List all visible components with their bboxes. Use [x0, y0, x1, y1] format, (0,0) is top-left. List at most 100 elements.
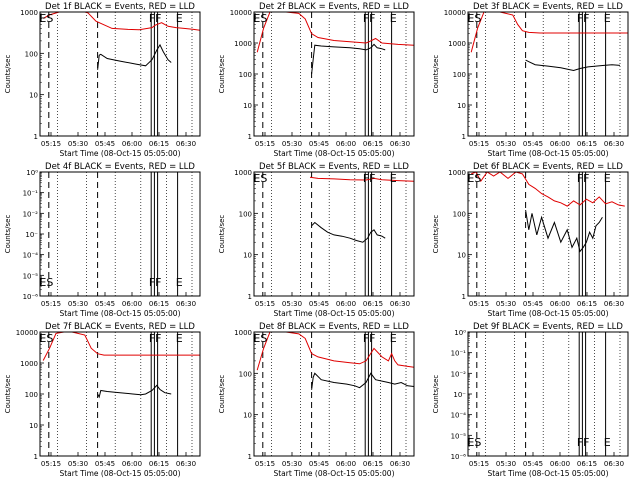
y-tick-label: 1000 — [234, 169, 252, 177]
x-tick-label: 05:15 — [255, 140, 275, 148]
x-tick-label: 06:30 — [176, 460, 196, 468]
y-tick-label: 1000 — [20, 360, 38, 368]
panel-5: Det 5f BLACK = Events, RED = LLD Counts/s… — [218, 162, 414, 318]
x-tick-label: 05:30 — [282, 140, 302, 148]
x-tick-label: 06:00 — [122, 460, 142, 468]
y-tick-label: 1 — [248, 133, 252, 141]
y-tick-label: 1 — [34, 133, 38, 141]
x-tick-label: 06:15 — [363, 140, 383, 148]
events-series-line — [526, 210, 603, 251]
x-axis-label: Start Time (08-Oct-15 05:05:00) — [273, 469, 394, 478]
x-tick-label: 06:30 — [390, 460, 410, 468]
y-tick-label: 1 — [462, 293, 466, 301]
panel-1: Det 1f BLACK = Events, RED = LLD Counts/s… — [4, 2, 200, 158]
marker-label-es: ES — [467, 436, 481, 449]
y-axis-label: Counts/sec — [432, 55, 440, 94]
y-axis-label: Counts/sec — [4, 215, 12, 254]
x-tick-label: 06:30 — [390, 140, 410, 148]
x-tick-label: 06:30 — [604, 300, 624, 308]
panel-title: Det 4f BLACK = Events, RED = LLD — [45, 162, 195, 172]
y-tick-label: 1000 — [448, 40, 466, 48]
detector-lightcurve-figure: Det 1f BLACK = Events, RED = LLD Counts/s… — [0, 0, 640, 480]
x-tick-label: 06:30 — [176, 140, 196, 148]
panel-title: Det 2f BLACK = Events, RED = LLD — [259, 2, 409, 12]
y-axis-label: Counts/sec — [4, 375, 12, 414]
plot-frame — [40, 12, 200, 136]
y-axis-label: Counts/sec — [4, 55, 12, 94]
x-tick-label: 06:15 — [577, 460, 597, 468]
marker-label-es: ES — [39, 12, 53, 25]
y-tick-label: 10⁰ — [454, 329, 466, 337]
x-tick-label: 05:45 — [95, 460, 115, 468]
y-tick-label: 1 — [248, 293, 252, 301]
marker-label-e: E — [176, 276, 183, 289]
x-tick-label: 05:30 — [496, 140, 516, 148]
x-tick-label: 05:15 — [41, 300, 61, 308]
x-tick-label: 05:30 — [282, 460, 302, 468]
y-tick-label: 10⁻⁶ — [451, 453, 467, 461]
events-series-line — [312, 223, 386, 243]
events-series-line — [312, 373, 414, 390]
x-tick-label: 06:15 — [577, 300, 597, 308]
x-tick-label: 05:30 — [68, 300, 88, 308]
y-tick-label: 10⁻¹ — [23, 190, 39, 198]
y-tick-label: 10⁻⁵ — [23, 272, 39, 280]
y-tick-label: 100 — [239, 370, 252, 378]
marker-label-es: ES — [253, 172, 267, 185]
panel-title: Det 5f BLACK = Events, RED = LLD — [259, 162, 409, 172]
marker-label-ff: FF — [577, 12, 590, 25]
x-tick-label: 06:15 — [149, 140, 169, 148]
y-tick-label: 10⁻⁴ — [23, 252, 39, 260]
y-tick-label: 10000 — [444, 9, 466, 17]
y-tick-label: 1000 — [234, 40, 252, 48]
x-tick-label: 05:45 — [523, 140, 543, 148]
panel-2: Det 2f BLACK = Events, RED = LLD Counts/s… — [218, 2, 414, 158]
x-axis-label: Start Time (08-Oct-15 05:05:00) — [273, 149, 394, 158]
x-tick-label: 05:45 — [95, 300, 115, 308]
y-tick-label: 1000 — [448, 169, 466, 177]
y-tick-label: 1 — [248, 453, 252, 461]
panel-title: Det 3f BLACK = Events, RED = LLD — [473, 2, 623, 12]
x-tick-label: 05:45 — [523, 300, 543, 308]
plot-frame — [254, 12, 414, 136]
y-tick-label: 10⁻⁳ — [25, 231, 38, 239]
marker-label-ff: FF — [363, 172, 376, 185]
plot-frame — [40, 332, 200, 456]
marker-label-ff: FF — [149, 12, 162, 25]
marker-label-es: ES — [39, 276, 53, 289]
y-tick-label: 10 — [29, 422, 38, 430]
x-tick-label: 05:30 — [282, 300, 302, 308]
y-tick-label: 10⁻⁶ — [23, 293, 39, 301]
y-axis-label: Counts/sec — [218, 55, 226, 94]
y-tick-label: 10⁻² — [451, 370, 467, 378]
marker-label-ff: FF — [577, 172, 590, 185]
marker-label-e: E — [390, 172, 397, 185]
events-series-line — [98, 45, 172, 70]
y-tick-label: 10 — [29, 92, 38, 100]
x-axis-label: Start Time (08-Oct-15 05:05:00) — [59, 309, 180, 318]
plot-frame — [468, 12, 628, 136]
y-tick-label: 10⁻⁴ — [451, 412, 467, 420]
panel-title: Det 6f BLACK = Events, RED = LLD — [473, 162, 623, 172]
x-tick-label: 05:30 — [496, 300, 516, 308]
y-tick-label: 10⁻¹ — [451, 350, 467, 358]
y-tick-label: 10 — [457, 102, 466, 110]
marker-label-e: E — [390, 12, 397, 25]
x-tick-label: 06:15 — [363, 460, 383, 468]
y-tick-label: 1000 — [234, 329, 252, 337]
plot-frame — [254, 172, 414, 296]
marker-label-es: ES — [467, 172, 481, 185]
x-tick-label: 06:00 — [122, 300, 142, 308]
panel-title: Det 1f BLACK = Events, RED = LLD — [45, 2, 195, 12]
x-tick-label: 06:00 — [336, 140, 356, 148]
x-tick-label: 05:15 — [469, 140, 489, 148]
x-tick-label: 05:45 — [95, 140, 115, 148]
x-tick-label: 05:15 — [255, 300, 275, 308]
y-tick-label: 10⁻⁳ — [453, 391, 466, 399]
lld-series-line — [471, 172, 625, 206]
y-axis-label: Counts/sec — [218, 375, 226, 414]
y-axis-label: Counts/sec — [432, 375, 440, 414]
panel-7: Det 7f BLACK = Events, RED = LLD Counts/s… — [4, 322, 200, 478]
y-axis-label: Counts/sec — [432, 215, 440, 254]
events-series-line — [312, 44, 386, 74]
